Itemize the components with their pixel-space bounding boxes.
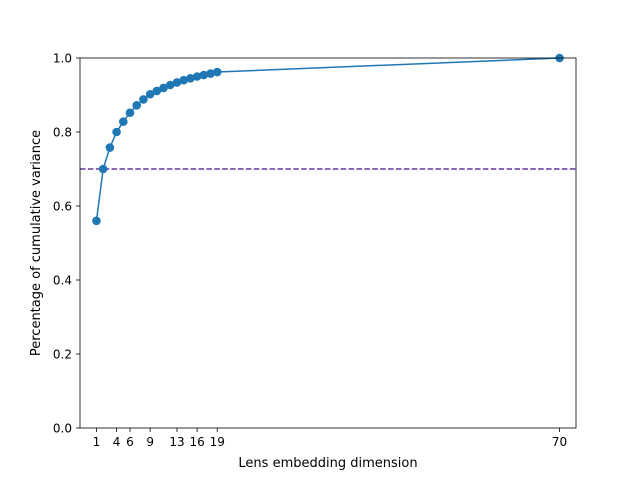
x-tick-label: 19 xyxy=(210,435,225,449)
data-point xyxy=(212,67,222,77)
data-point xyxy=(199,70,209,80)
data-point xyxy=(165,80,175,90)
y-tick-label: 0.0 xyxy=(53,422,72,436)
x-axis-label: Lens embedding dimension xyxy=(238,456,417,471)
x-tick-label: 16 xyxy=(189,435,204,449)
y-axis-label: Percentage of cumulative variance xyxy=(29,130,44,356)
data-point xyxy=(118,117,128,126)
y-axis-ticks: 0.0 0.2 0.4 0.6 0.8 1.0 xyxy=(53,52,80,436)
data-point xyxy=(159,83,168,93)
x-tick-label: 9 xyxy=(146,435,154,449)
x-tick-label: 70 xyxy=(552,435,567,449)
x-tick-label: 13 xyxy=(169,435,184,449)
data-point xyxy=(125,108,135,118)
data-point xyxy=(112,127,121,137)
data-point xyxy=(139,95,148,104)
data-point xyxy=(186,74,195,83)
y-tick-label: 1.0 xyxy=(53,52,72,66)
data-point xyxy=(152,86,162,96)
y-tick-label: 0.8 xyxy=(53,126,72,140)
x-tick-label: 1 xyxy=(93,435,101,449)
x-tick-label: 4 xyxy=(113,435,121,449)
series-line-0 xyxy=(95,57,560,221)
data-point xyxy=(145,89,155,99)
y-tick-label: 0.4 xyxy=(53,274,72,288)
x-tick-label: 6 xyxy=(126,435,134,449)
data-point xyxy=(172,78,182,87)
x-axis-ticks: 1 4 6 9 13 16 19 70 xyxy=(93,428,567,449)
data-point xyxy=(192,72,202,81)
y-tick-label: 0.2 xyxy=(53,348,72,362)
axes-frame xyxy=(79,57,577,429)
y-tick-label: 0.6 xyxy=(53,200,72,214)
data-point xyxy=(132,101,142,110)
data-point xyxy=(105,143,115,152)
data-point xyxy=(98,164,108,174)
series-layer xyxy=(92,53,564,226)
data-point xyxy=(206,69,215,78)
data-point xyxy=(92,216,101,226)
data-point xyxy=(179,75,188,85)
